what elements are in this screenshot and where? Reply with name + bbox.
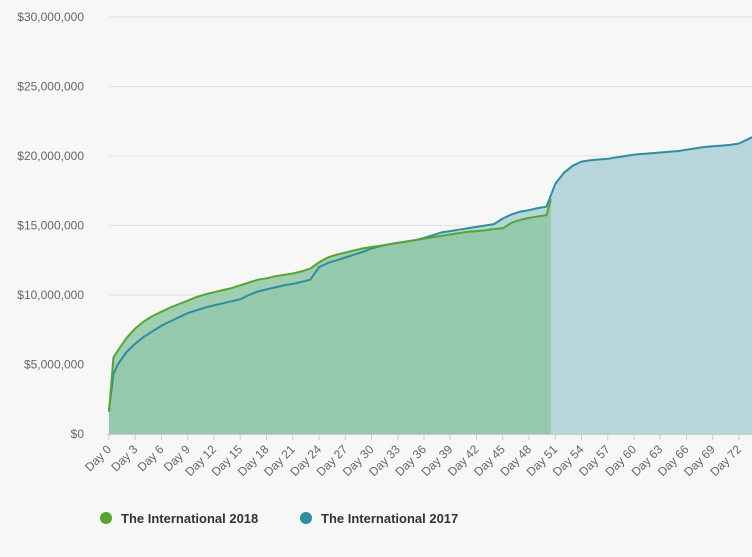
y-tick-label: $15,000,000 xyxy=(17,219,84,233)
y-tick-label: $30,000,000 xyxy=(17,10,84,24)
series-line-0[interactable] xyxy=(108,198,552,412)
legend-marker xyxy=(300,512,312,524)
y-tick-label: $10,000,000 xyxy=(17,288,84,302)
legend: The International 2018 The International … xyxy=(100,511,458,526)
x-tick-label: Day 3 xyxy=(108,442,140,474)
legend-item-0[interactable]: The International 2018 xyxy=(100,511,258,526)
y-tick-label: $20,000,000 xyxy=(17,149,84,163)
series-area-0 xyxy=(109,199,551,434)
legend-item-1[interactable]: The International 2017 xyxy=(300,511,458,526)
x-tick-label: Day 6 xyxy=(135,442,167,474)
y-tick-label: $5,000,000 xyxy=(24,358,84,372)
series-lines xyxy=(108,135,752,412)
legend-label: The International 2018 xyxy=(121,511,258,526)
series-areas xyxy=(109,137,752,434)
y-tick-label: $25,000,000 xyxy=(17,80,84,94)
series-line-1[interactable] xyxy=(108,135,752,411)
y-tick-label: $0 xyxy=(71,427,85,441)
legend-marker xyxy=(100,512,112,524)
legend-label: The International 2017 xyxy=(321,511,458,526)
x-tick-label: Day 0 xyxy=(82,442,114,474)
